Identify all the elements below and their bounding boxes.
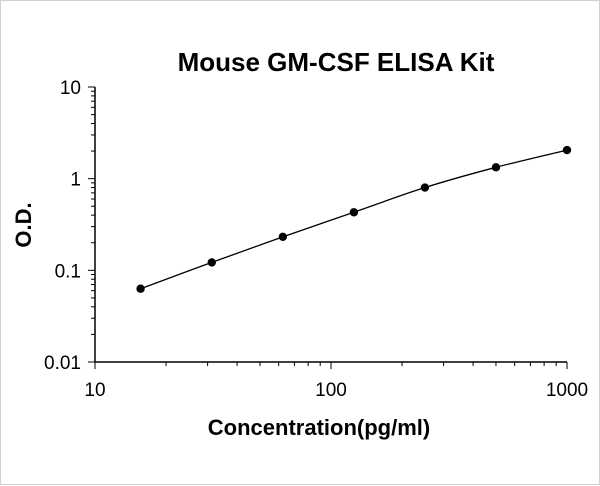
trend-line (140, 149, 568, 290)
y-tick-labels: 0.01 0.1 1 10 (44, 78, 81, 374)
y-ticks (88, 86, 95, 363)
y-tick-label: 1 (70, 170, 81, 191)
data-point (278, 232, 288, 242)
x-ticks (94, 362, 568, 369)
x-axis-label: Concentration(pg/ml) (208, 415, 430, 440)
axes (94, 87, 567, 363)
y-tick-label: 0.1 (55, 261, 81, 282)
chart-title: Mouse GM-CSF ELISA Kit (178, 47, 495, 77)
data-point (420, 183, 430, 192)
x-tick-labels: 10 100 1000 (84, 380, 588, 401)
data-point (491, 163, 501, 172)
x-tick-label: 10 (84, 380, 105, 401)
x-tick-label: 100 (315, 380, 347, 401)
data-point (136, 284, 145, 293)
x-tick-label: 1000 (546, 380, 588, 401)
data-point (207, 258, 216, 267)
y-axis-label: O.D. (11, 202, 36, 247)
y-tick-label: 10 (60, 78, 81, 99)
data-points (136, 145, 572, 293)
data-point (562, 145, 572, 155)
data-point (349, 208, 359, 217)
y-tick-label: 0.01 (44, 353, 81, 374)
